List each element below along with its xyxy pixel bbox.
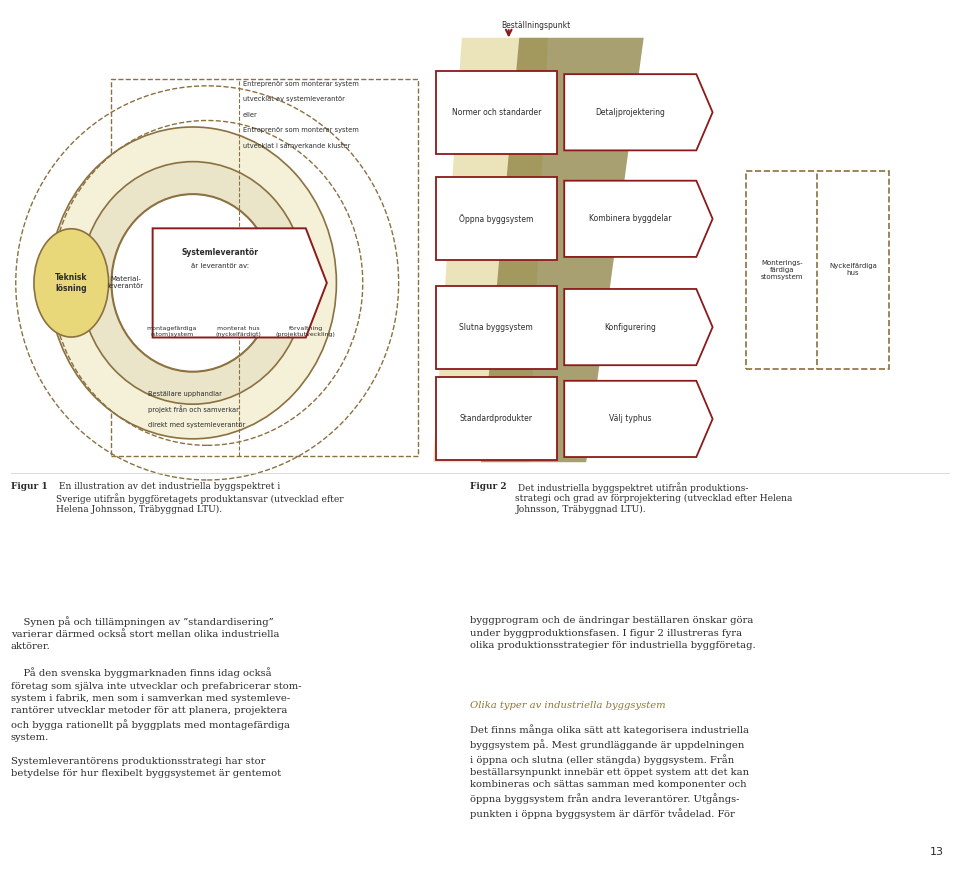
Ellipse shape [49, 127, 336, 439]
Text: Monterings-
färdiga
stomsystem: Monterings- färdiga stomsystem [760, 260, 804, 280]
Text: Entreprenör som monterar system: Entreprenör som monterar system [243, 128, 358, 134]
Text: Beställningspunkt: Beställningspunkt [501, 21, 570, 30]
Text: Normer och standarder: Normer och standarder [451, 108, 541, 116]
Text: direkt med systemleverantör: direkt med systemleverantör [148, 422, 245, 428]
Text: Kombinera byggdelar: Kombinera byggdelar [589, 215, 672, 223]
Polygon shape [564, 181, 712, 257]
Text: är leverantör av:: är leverantör av: [191, 262, 249, 269]
Text: utvecklat i samverkande kluster: utvecklat i samverkande kluster [243, 143, 350, 149]
Ellipse shape [34, 229, 108, 337]
Ellipse shape [111, 194, 275, 372]
Text: Olika typer av industriella byggsystem: Olika typer av industriella byggsystem [470, 701, 666, 710]
Polygon shape [153, 229, 326, 337]
Text: Det finns många olika sätt att kategorisera industriella
byggsystem på. Mest gru: Det finns många olika sätt att kategoris… [470, 725, 750, 819]
FancyBboxPatch shape [436, 286, 557, 368]
Text: Figur 2: Figur 2 [470, 482, 507, 491]
Text: utvecklat av systemleverantör: utvecklat av systemleverantör [243, 96, 345, 103]
Polygon shape [564, 74, 712, 150]
FancyBboxPatch shape [436, 377, 557, 461]
Text: förvaltning
(projektutveckling): förvaltning (projektutveckling) [276, 326, 336, 337]
Text: byggprogram och de ändringar beställaren önskar göra
under byggproduktionsfasen.: byggprogram och de ändringar beställaren… [470, 616, 756, 650]
Text: Synen på och tillämpningen av ”standardisering”
varierar därmed också stort mell: Synen på och tillämpningen av ”standardi… [11, 616, 301, 778]
Text: Entreprenör som monterar system: Entreprenör som monterar system [243, 81, 358, 87]
Text: Detaljprojektering: Detaljprojektering [595, 108, 665, 116]
Ellipse shape [81, 162, 305, 404]
Text: Slutna byggsystem: Slutna byggsystem [460, 322, 533, 332]
Text: projekt från och samverkar: projekt från och samverkar [148, 406, 239, 414]
Polygon shape [564, 289, 712, 365]
Text: Välj typhus: Välj typhus [609, 415, 652, 423]
Text: Material-
leverantör: Material- leverantör [108, 276, 144, 289]
Text: Beställare upphandlar: Beställare upphandlar [148, 391, 222, 397]
Text: Teknisk
lösning: Teknisk lösning [55, 273, 87, 293]
Text: Standardprodukter: Standardprodukter [460, 415, 533, 423]
Polygon shape [481, 37, 644, 462]
Text: Figur 1: Figur 1 [11, 482, 48, 491]
Text: 13: 13 [930, 847, 945, 857]
FancyBboxPatch shape [436, 70, 557, 154]
Text: Systemleverantör: Systemleverantör [181, 248, 258, 257]
Text: Öppna byggsystem: Öppna byggsystem [459, 214, 534, 223]
Polygon shape [564, 381, 712, 457]
FancyBboxPatch shape [436, 177, 557, 261]
Text: Det industriella byggspektret utifrån produktions-
strategi och grad av förproje: Det industriella byggspektret utifrån pr… [516, 482, 793, 514]
Text: Konfigurering: Konfigurering [605, 322, 657, 332]
Text: montagefärdiga
(stom)system: montagefärdiga (stom)system [147, 326, 197, 337]
Polygon shape [433, 37, 548, 462]
Text: Nyckelfärdiga
hus: Nyckelfärdiga hus [828, 263, 876, 276]
Text: eller: eller [243, 112, 257, 118]
FancyBboxPatch shape [746, 171, 818, 368]
Text: monterat hus
(nyckelfärdigt): monterat hus (nyckelfärdigt) [216, 326, 262, 337]
FancyBboxPatch shape [817, 171, 889, 368]
Text: En illustration av det industriella byggspektret i
Sverige utifrån byggföretaget: En illustration av det industriella bygg… [56, 482, 344, 514]
